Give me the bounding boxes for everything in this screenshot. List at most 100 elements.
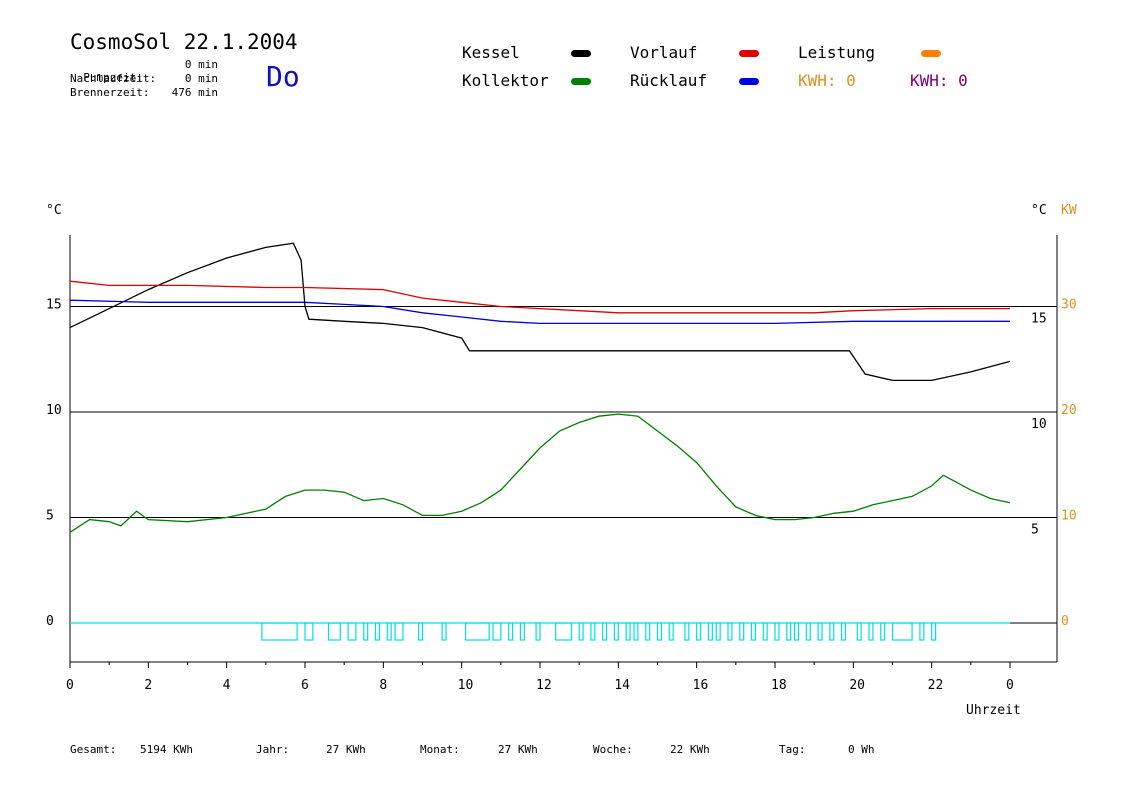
leistung-block — [656, 622, 663, 641]
leistung-block — [793, 622, 800, 641]
left-tick-label: 10 — [46, 403, 62, 418]
left-axis-unit: °C — [46, 203, 62, 218]
stat-label: Pumpzeit: — [83, 71, 143, 84]
leistung-block — [386, 622, 392, 641]
x-tick-label: 0 — [66, 678, 74, 693]
legend-kwh-orange: KWH: 0 — [798, 71, 856, 90]
footer-woche-value: 22 KWh — [670, 743, 710, 756]
footer-gesamt-label: Gesamt: — [70, 743, 117, 756]
footer-jahr-label: Jahr: — [256, 743, 290, 756]
leistung-block — [696, 622, 702, 641]
footer-tag-label: Tag: — [779, 743, 806, 756]
stat-label: Nachlaufzeit: — [70, 72, 157, 85]
stat-label: Brennerzeit: — [70, 86, 150, 99]
leistung-block — [786, 622, 792, 641]
legend-label-kessel: Kessel — [462, 43, 520, 62]
leistung-block — [417, 622, 424, 641]
right-tick-label: 10 — [1031, 417, 1047, 432]
leistung-block — [891, 622, 913, 641]
footer-woche-label: Woche: — [593, 743, 633, 756]
x-tick-label: 18 — [771, 678, 787, 693]
right-kw-tick-label: 20 — [1061, 403, 1077, 418]
leistung-block — [774, 622, 780, 641]
leistung-block — [633, 622, 639, 641]
leistung-block — [856, 622, 862, 641]
series-line-kollektor — [69, 413, 1011, 533]
right-axis-unit: °C — [1031, 203, 1047, 218]
leistung-block — [750, 622, 757, 641]
legend-label-ruecklauf: Rücklauf — [630, 71, 708, 90]
leistung-block — [919, 622, 925, 641]
page-title: CosmoSol 22.1.2004 — [70, 30, 298, 54]
x-tick-label: 8 — [379, 678, 387, 693]
x-tick-label: 14 — [614, 678, 630, 693]
right-kw-tick-label: 30 — [1061, 298, 1077, 313]
footer-monat-label: Monat: — [420, 743, 460, 756]
x-tick-label: 4 — [223, 678, 231, 693]
series-line-kessel — [69, 242, 1011, 382]
leistung-block — [602, 622, 608, 641]
leistung-block — [492, 622, 502, 641]
left-tick-label: 15 — [46, 298, 62, 313]
x-tick-label: 10 — [458, 678, 474, 693]
left-tick-label: 5 — [46, 509, 54, 524]
leistung-block — [727, 622, 733, 641]
chart-ticks: 0 5 10 15 5 10 15 0 10 20 30 0 2 4 6 8 10 12 14 16 18 20 22 0 — [46, 298, 1077, 694]
right-tick-label: 5 — [1031, 523, 1039, 538]
leistung-block — [840, 622, 847, 641]
chart-axes — [69, 235, 1058, 663]
right-kw-tick-label: 10 — [1061, 509, 1077, 524]
leistung-block — [363, 622, 369, 641]
leistung-block — [613, 622, 619, 641]
legend-swatch-ruecklauf — [739, 78, 759, 85]
x-tick-label: 20 — [849, 678, 865, 693]
right-kw-tick-label: 0 — [1061, 614, 1069, 629]
leistung-block — [441, 622, 447, 641]
legend-label-kollektor: Kollektor — [462, 71, 549, 90]
left-tick-label: 0 — [46, 614, 54, 629]
right-axis-unit-kw: KW — [1061, 203, 1077, 218]
leistung-block — [707, 622, 713, 641]
x-tick-label: 16 — [693, 678, 709, 693]
leistung-block — [868, 622, 874, 641]
leistung-block — [374, 622, 381, 641]
leistung-block — [578, 622, 584, 641]
legend-label-leistung: Leistung — [798, 43, 876, 62]
leistung-block — [327, 622, 341, 641]
series-line-vorlauf — [69, 280, 1010, 314]
leistung-block — [880, 622, 886, 641]
chart-gridlines — [70, 306, 1057, 624]
footer-jahr-value: 27 KWh — [326, 743, 366, 756]
legend-label-vorlauf: Vorlauf — [630, 43, 698, 62]
leistung-block — [394, 622, 404, 641]
leistung-block — [555, 622, 572, 641]
leistung-block — [590, 622, 596, 641]
chart-series — [69, 242, 1011, 641]
leistung-block — [762, 622, 768, 641]
stat-value: 0 min — [184, 58, 218, 71]
stat-value: 476 min — [171, 86, 218, 99]
footer-monat-value: 27 KWh — [498, 743, 538, 756]
leistung-block — [829, 622, 835, 641]
leistung-block — [508, 622, 514, 641]
leistung-block — [464, 622, 490, 641]
stat-row-pumpzeit: Pumpzeit: — [70, 58, 143, 84]
stat-value: 0 min — [184, 72, 218, 85]
leistung-block — [625, 622, 631, 641]
x-tick-label: 22 — [928, 678, 944, 693]
weekday-label: Do — [266, 60, 300, 93]
leistung-block — [739, 622, 745, 641]
leistung-block — [519, 622, 525, 641]
legend-swatch-kollektor — [571, 78, 591, 85]
leistung-block — [817, 622, 823, 641]
legend-kwh-purple: KWH: 0 — [910, 71, 968, 90]
leistung-block — [931, 622, 937, 641]
leistung-block — [535, 622, 541, 641]
legend-swatch-kessel — [571, 50, 591, 57]
footer-tag-value: 0 Wh — [848, 743, 875, 756]
leistung-block — [805, 622, 811, 641]
x-tick-label: 12 — [536, 678, 552, 693]
x-tick-label: 6 — [301, 678, 309, 693]
legend-swatch-leistung — [921, 50, 941, 57]
legend-swatch-vorlauf — [739, 50, 759, 57]
